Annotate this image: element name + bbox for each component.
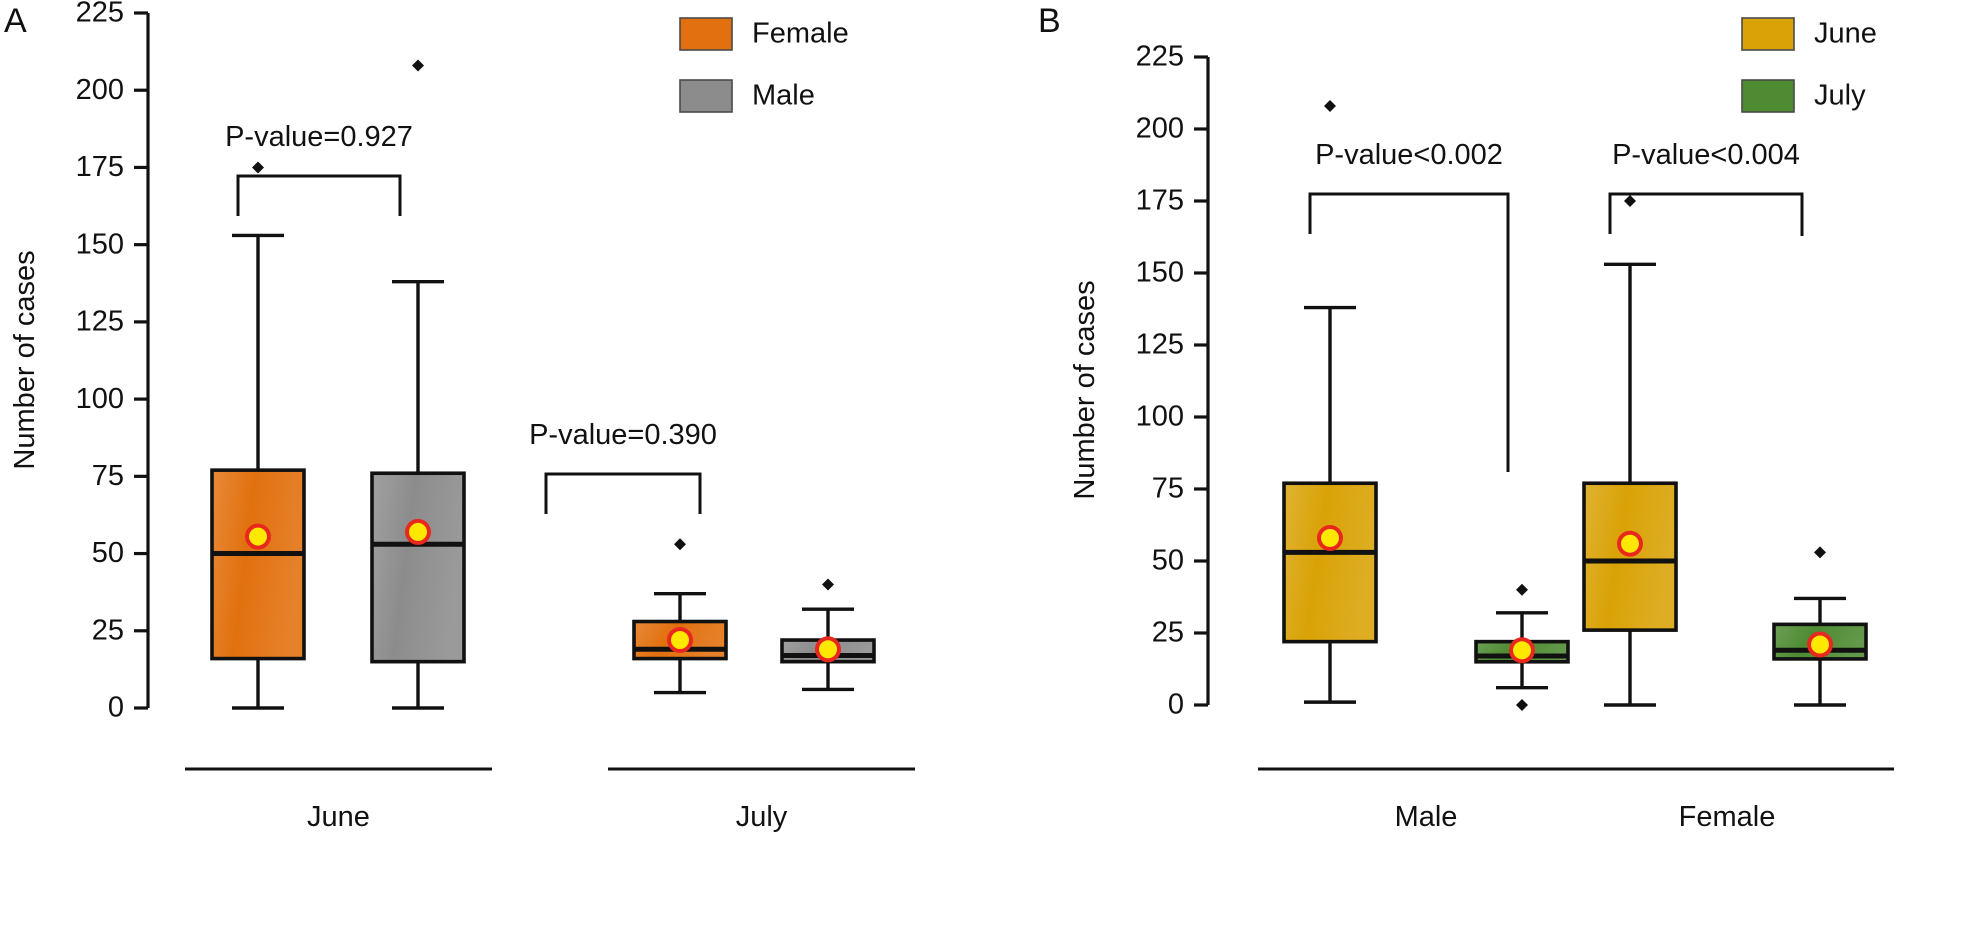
y-axis-tick-label: 0	[108, 692, 124, 724]
mean-marker	[409, 522, 427, 541]
p-value-label: P-value<0.002	[1315, 139, 1503, 171]
outlier-point	[1814, 546, 1826, 559]
p-value-label: P-value=0.927	[225, 121, 413, 153]
panel-a-plot: 0 25 50 75 100 125 150 175 200 225 Number of cases…	[9, 0, 915, 833]
box-body	[210, 468, 306, 661]
significance-bracket: P-value=0.390	[529, 419, 717, 514]
boxplot	[780, 578, 876, 692]
y-axis-tick-label: 175	[76, 151, 124, 183]
y-axis-tick-label: 100	[1136, 401, 1184, 433]
y-axis-tick-label: 25	[1152, 617, 1184, 649]
y-axis-tick-label: 75	[1152, 473, 1184, 505]
x-axis-category-label: Male	[1395, 801, 1458, 833]
outlier-point	[822, 578, 834, 591]
mean-marker	[1513, 641, 1531, 660]
outlier-point	[1324, 99, 1336, 112]
legend-swatch	[1741, 17, 1795, 51]
legend-entry: June	[1741, 17, 1877, 51]
bracket-path	[1608, 192, 1804, 236]
boxplot	[1474, 583, 1570, 711]
y-axis-tick-label: 50	[1152, 545, 1184, 577]
mean-marker	[671, 631, 689, 650]
box-body	[1282, 481, 1378, 644]
y-axis-tick-label: 125	[1136, 329, 1184, 361]
panel-b: B 0 25 50 75 100 125 150 175 200 225 Number of cas…	[1030, 0, 1964, 949]
legend-swatch	[679, 79, 733, 113]
mean-marker	[1621, 534, 1639, 553]
y-axis-tick-label: 0	[1168, 689, 1184, 721]
panel-b-plot: 0 25 50 75 100 125 150 175 200 225 Number of cases…	[1069, 17, 1894, 833]
boxplot	[632, 538, 728, 695]
boxplot	[210, 161, 306, 710]
y-axis-tick-label: 150	[1136, 257, 1184, 289]
x-axis-category-label: June	[307, 801, 370, 833]
x-axis-category-label: Female	[1679, 801, 1776, 833]
y-axis-tick-label: 150	[76, 228, 124, 260]
bracket-path	[1308, 192, 1510, 472]
outlier-point	[1516, 699, 1528, 711]
p-value-label: P-value<0.004	[1612, 139, 1800, 171]
y-axis-tick-label: 225	[1136, 41, 1184, 73]
panel-a-letter: A	[4, 2, 27, 40]
legend-label: Male	[752, 80, 815, 112]
legend-entry: Male	[679, 79, 815, 113]
legend-label: July	[1814, 80, 1866, 112]
bracket-path	[236, 174, 402, 216]
significance-bracket: P-value<0.004	[1608, 139, 1804, 236]
p-value-label: P-value=0.390	[529, 419, 717, 451]
legend-swatch	[1741, 79, 1795, 113]
y-axis-tick-label: 200	[1136, 113, 1184, 145]
y-axis-tick-label: 200	[76, 74, 124, 106]
y-axis-tick-label: 25	[92, 614, 124, 646]
panel-a: A 0 25 50 75 100 125 150 175 200 225 Number of cas…	[4, 0, 915, 833]
boxplot	[370, 59, 466, 710]
y-axis-title: Number of cases	[9, 250, 41, 469]
legend-swatch	[679, 17, 733, 51]
outlier-point	[1516, 583, 1528, 596]
y-axis-tick-label: 50	[92, 537, 124, 569]
legend-entry: Female	[679, 17, 849, 51]
box-body	[370, 471, 466, 664]
mean-marker	[249, 527, 267, 546]
significance-bracket: P-value<0.002	[1308, 139, 1510, 472]
boxplot	[1282, 99, 1378, 704]
y-axis-tick-label: 125	[76, 306, 124, 338]
mean-marker	[1321, 528, 1339, 547]
outlier-point	[1624, 195, 1636, 207]
mean-marker	[819, 640, 837, 659]
significance-bracket: P-value=0.927	[225, 121, 413, 216]
y-axis-tick-label: 100	[76, 383, 124, 415]
outlier-point	[252, 161, 264, 174]
panel-b-letter: B	[1038, 2, 1061, 40]
legend-label: Female	[752, 18, 849, 50]
legend-entry: July	[1741, 79, 1866, 113]
y-axis-title: Number of cases	[1069, 280, 1101, 499]
legend-label: June	[1814, 18, 1877, 50]
boxplot	[1582, 195, 1678, 707]
bracket-path	[544, 472, 702, 514]
outlier-point	[674, 538, 686, 551]
outlier-point	[412, 59, 424, 72]
boxplot	[1772, 546, 1868, 707]
y-axis-tick-label: 75	[92, 460, 124, 492]
mean-marker	[1811, 635, 1829, 654]
y-axis-tick-label: 225	[76, 0, 124, 29]
x-axis-category-label: July	[736, 801, 788, 833]
y-axis-tick-label: 175	[1136, 185, 1184, 217]
